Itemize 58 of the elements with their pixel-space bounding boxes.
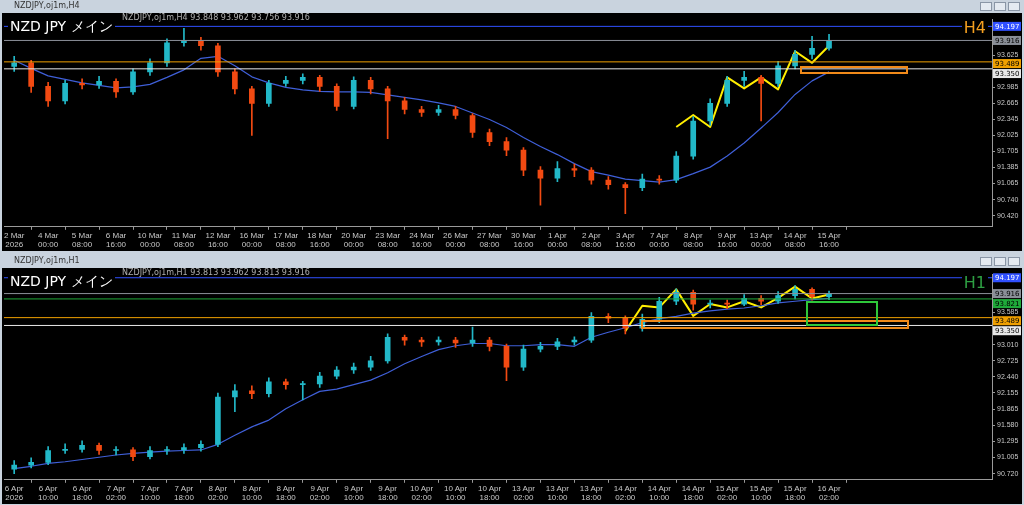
text: H1 — [961, 273, 988, 292]
x-tick-label: 6 Mar 16:00 — [105, 230, 127, 250]
x-tick-label: 16 Mar 00:00 — [239, 230, 265, 250]
x-tick-label: 14 Apr 02:00 — [613, 483, 638, 503]
x-tick-label: 7 Apr 00:00 — [649, 230, 670, 250]
x-tick-label: 8 Apr 02:00 — [207, 483, 229, 503]
x-tick-label: 10 Apr 18:00 — [477, 483, 502, 503]
chart-subtitle: NZDJPY,oj1m,H1 — [14, 256, 80, 265]
chart-title: NZD JPY メイン — [8, 273, 115, 291]
x-tick-label: 10 Mar 00:00 — [137, 230, 163, 250]
annotation: NZDJPY,oj1m,H1 93.813 93.962 93.813 93.916 — [120, 268, 312, 277]
x-tick-label: 6 Apr 2026 — [4, 483, 24, 503]
x-tick-label: 10 Apr 02:00 — [410, 483, 434, 503]
x-tick-label: 9 Apr 02:00 — [309, 483, 331, 503]
x-tick-label: 6 Apr 10:00 — [38, 483, 59, 503]
x-tick-label: 13 Apr 02:00 — [511, 483, 536, 503]
x-tick-label: 10 Apr 10:00 — [443, 483, 468, 503]
x-tick-label: 9 Apr 16:00 — [717, 230, 738, 250]
x-tick-label: 7 Apr 02:00 — [106, 483, 127, 503]
x-tick-label: 13 Apr 10:00 — [545, 483, 570, 503]
x-tick-label: 14 Apr 08:00 — [783, 230, 807, 250]
x-tick-label: 2 Apr 08:00 — [581, 230, 602, 250]
x-tick-label: 11 Mar 08:00 — [171, 230, 197, 250]
x-tick-label: 14 Apr 10:00 — [647, 483, 672, 503]
x-tick-label: 15 Apr 02:00 — [715, 483, 740, 503]
annotation: NZDJPY,oj1m,H4 93.848 93.962 93.756 93.916 — [120, 13, 312, 22]
x-tick-label: 24 Mar 16:00 — [409, 230, 435, 250]
x-tick-label: 9 Apr 10:00 — [343, 483, 365, 503]
x-tick-label: 13 Apr 18:00 — [579, 483, 604, 503]
x-tick-label: 7 Apr 18:00 — [173, 483, 195, 503]
x-tick-label: 18 Mar 16:00 — [307, 230, 333, 250]
x-tick-label: 17 Mar 08:00 — [273, 230, 299, 250]
chart-title: NZD JPY メイン — [8, 18, 115, 36]
x-tick-label: 27 Mar 08:00 — [477, 230, 503, 250]
x-tick-label: 5 Mar 08:00 — [71, 230, 93, 250]
x-tick-label: 12 Mar 16:00 — [205, 230, 231, 250]
x-tick-label: 6 Apr 18:00 — [72, 483, 93, 503]
x-tick-label: 2 Mar 2026 — [3, 230, 25, 250]
x-tick-label: 26 Mar 00:00 — [443, 230, 469, 250]
x-tick-label: 20 Mar 00:00 — [341, 230, 367, 250]
x-tick-label: 4 Mar 00:00 — [37, 230, 59, 250]
x-tick-label: 14 Apr 18:00 — [681, 483, 706, 503]
x-tick-label: 30 Mar 16:00 — [511, 230, 537, 250]
x-tick-label: 7 Apr 10:00 — [139, 483, 161, 503]
x-tick-label: 8 Apr 10:00 — [241, 483, 263, 503]
x-tick-label: 15 Apr 16:00 — [817, 230, 841, 250]
x-tick-label: 3 Apr 16:00 — [615, 230, 636, 250]
x-tick-label: 8 Apr 08:00 — [683, 230, 704, 250]
x-tick-label: 16 Apr 02:00 — [817, 483, 841, 503]
x-tick-label: 15 Apr 10:00 — [749, 483, 774, 503]
x-tick-label: 1 Apr 00:00 — [547, 230, 568, 250]
x-tick-label: 8 Apr 18:00 — [275, 483, 297, 503]
chart-subtitle: NZDJPY,oj1m,H4 — [14, 1, 80, 10]
x-tick-label: 23 Mar 08:00 — [375, 230, 401, 250]
x-tick-label: 15 Apr 18:00 — [783, 483, 807, 503]
x-tick-label: 9 Apr 18:00 — [377, 483, 399, 503]
text: H4 — [961, 18, 988, 37]
x-tick-label: 13 Apr 00:00 — [749, 230, 774, 250]
